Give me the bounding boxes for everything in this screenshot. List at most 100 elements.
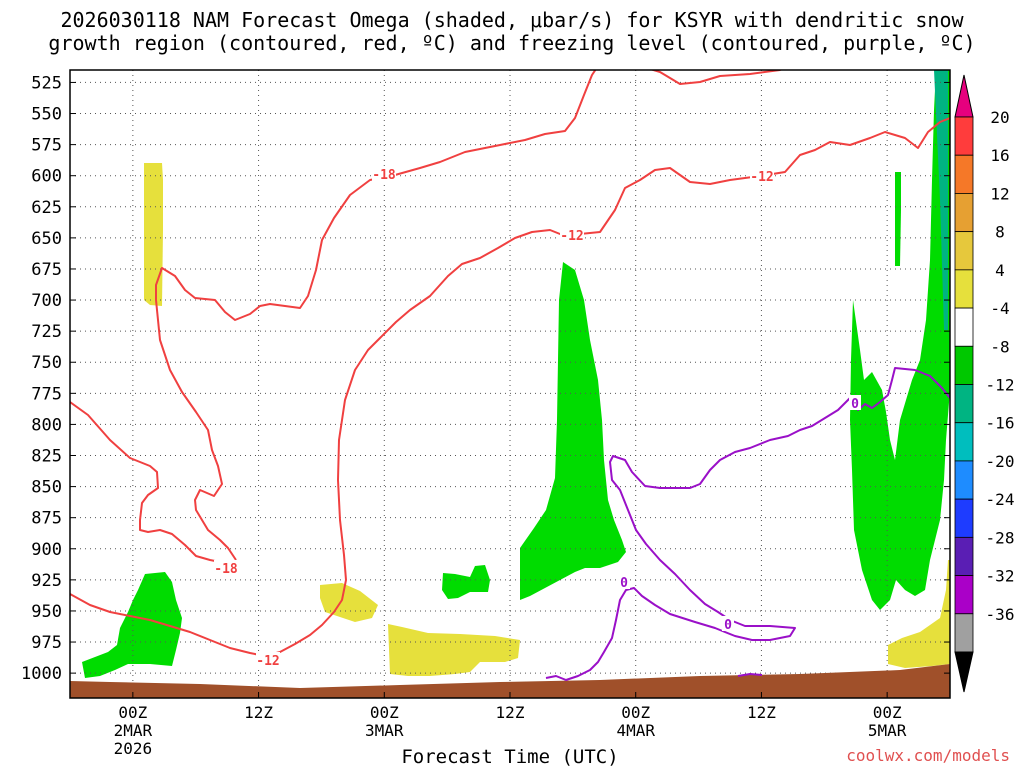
omega-shaded-region [895, 172, 901, 266]
colorbar-swatch [954, 460, 974, 500]
colorbar-swatch [954, 307, 974, 347]
colorbar-swatch [954, 269, 974, 309]
y-tick-label: 975 [31, 633, 62, 653]
omega-shaded-region-teal [934, 70, 948, 330]
colorbar-swatch [954, 154, 974, 194]
colorbar-swatch [954, 345, 974, 385]
colorbar-label: -16 [986, 414, 1015, 433]
contour-label-background [214, 560, 238, 575]
y-tick-label: 600 [31, 167, 62, 187]
colorbar-label: -28 [986, 528, 1015, 547]
contour-label-zero: 0 [851, 397, 859, 412]
colorbar-under-triangle [954, 651, 974, 693]
x-tick-label: 4MAR [616, 721, 655, 740]
colorbar-label: 12 [990, 184, 1009, 203]
contour-label-minus18: -18 [372, 168, 396, 183]
x-tick-label: 12Z [244, 703, 273, 722]
y-tick-label: 775 [31, 384, 62, 404]
x-tick-label: 00Z [621, 703, 650, 722]
colorbar-label: 16 [990, 146, 1009, 165]
x-tick-label: 00Z [370, 703, 399, 722]
colorbar-label: -24 [986, 490, 1015, 509]
chart-title-line-2: growth region (contoured, red, ºC) and f… [48, 31, 976, 55]
y-tick-label: 750 [31, 353, 62, 373]
contour-label-background [560, 227, 584, 242]
isotherm-minus18-lower [70, 401, 231, 565]
colorbar-swatch [954, 384, 974, 424]
y-tick-label: 875 [31, 509, 62, 529]
contour-label-minus12: -12 [750, 170, 773, 185]
colorbar-label: -12 [986, 376, 1015, 395]
y-tick-label: 950 [31, 602, 62, 622]
colorbar-swatch [954, 422, 974, 462]
contour-label-minus12: -12 [560, 229, 583, 244]
omega-shaded-region [82, 572, 182, 678]
terrain-ground [70, 664, 950, 698]
y-tick-label: 625 [31, 198, 62, 218]
omega-shaded-region [850, 70, 950, 610]
omega-shaded-region [520, 262, 626, 600]
colorbar-swatch [954, 613, 974, 653]
contour-label-minus18: -18 [214, 562, 238, 577]
x-tick-label: 00Z [873, 703, 902, 722]
plot-frame [69, 69, 951, 699]
colorbar-over-triangle [954, 74, 974, 118]
y-tick-label: 850 [31, 478, 62, 498]
chart-title-line-1: 2026030118 NAM Forecast Omega (shaded, μ… [60, 8, 964, 32]
colorbar-label: -36 [986, 605, 1015, 624]
y-tick-label: 550 [31, 105, 62, 125]
colorbar-label: -20 [986, 452, 1015, 471]
colorbar-swatch [954, 193, 974, 233]
omega-shaded-region [388, 624, 520, 676]
x-tick-label: 5MAR [868, 721, 907, 740]
x-tick-label: 2026 [114, 739, 153, 758]
colorbar-swatch [954, 231, 974, 271]
x-tick-label: 00Z [118, 703, 147, 722]
isotherm-minus18-top [649, 70, 783, 85]
colorbar-label: 4 [995, 261, 1005, 280]
contour-label-background [722, 616, 734, 631]
x-tick-label: 12Z [747, 703, 776, 722]
contour-label-minus12: -12 [256, 654, 279, 669]
y-tick-label: 725 [31, 322, 62, 342]
y-tick-label: 525 [31, 73, 62, 93]
x-tick-label: 3MAR [365, 721, 404, 740]
colorbar-swatch [954, 116, 974, 156]
x-tick-label: 2MAR [114, 721, 153, 740]
isotherm-minus18-upper [155, 70, 597, 561]
omega-shaded-region [442, 565, 490, 599]
colorbar-swatch [954, 575, 974, 615]
freezing-level-small [737, 673, 763, 677]
colorbar-label: -32 [986, 567, 1015, 586]
omega-shaded-region [888, 560, 950, 668]
colorbar-label: 20 [990, 108, 1009, 127]
contour-label-background [618, 574, 630, 589]
y-tick-label: 1000 [21, 664, 62, 684]
x-axis-title: Forecast Time (UTC) [401, 746, 619, 768]
colorbar-swatch [954, 498, 974, 538]
contour-label-background [256, 652, 280, 667]
y-tick-label: 675 [31, 260, 62, 280]
colorbar-swatch [954, 536, 974, 576]
omega-shaded-region [144, 163, 163, 306]
y-tick-label: 650 [31, 229, 62, 249]
contour-label-background [750, 168, 774, 183]
contour-label-zero: 0 [620, 576, 628, 591]
contour-label-zero: 0 [724, 618, 732, 633]
omega-shaded-region [320, 583, 378, 622]
y-tick-label: 825 [31, 447, 62, 467]
x-tick-label: 12Z [496, 703, 525, 722]
colorbar-label: 8 [995, 223, 1005, 242]
credit-link[interactable]: coolwx.com/models [846, 746, 1010, 765]
colorbar-label: -8 [990, 337, 1009, 356]
y-tick-label: 700 [31, 291, 62, 311]
contour-label-background [849, 395, 861, 410]
y-tick-label: 925 [31, 571, 62, 591]
y-tick-label: 575 [31, 136, 62, 156]
contour-label-background [372, 166, 396, 181]
colorbar-label: -4 [990, 299, 1009, 318]
y-tick-label: 900 [31, 540, 62, 560]
y-tick-label: 800 [31, 415, 62, 435]
